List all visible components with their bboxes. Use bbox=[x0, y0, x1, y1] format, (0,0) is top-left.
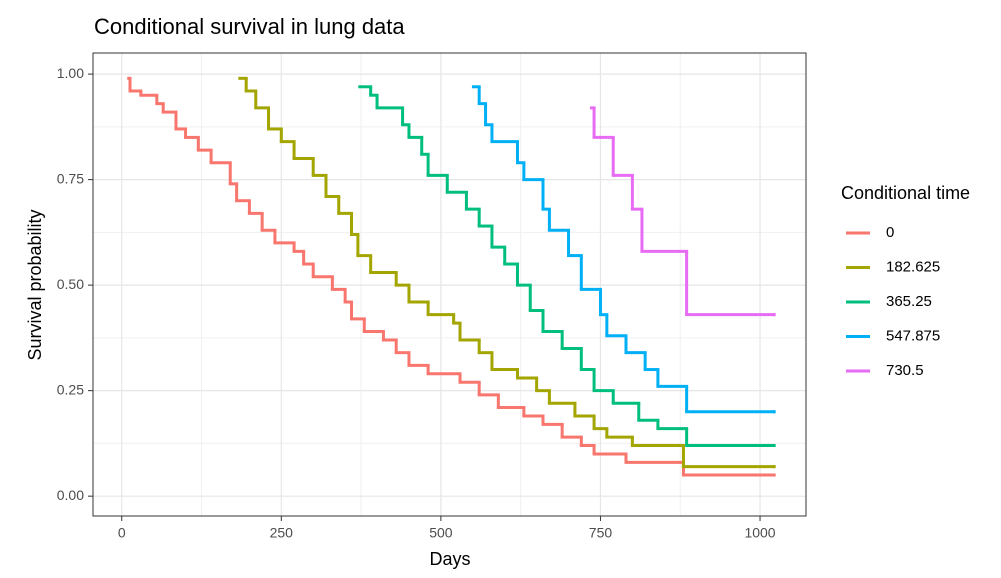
legend-label: 0 bbox=[886, 224, 894, 241]
y-axis-label: Survival probability bbox=[25, 209, 45, 360]
panel-border bbox=[92, 52, 807, 517]
legend-title: Conditional time bbox=[841, 183, 970, 203]
legend-label: 547.875 bbox=[886, 327, 940, 344]
legend-label: 730.5 bbox=[886, 362, 924, 379]
x-axis-label: Days bbox=[429, 549, 470, 569]
y-tick-label: 0.25 bbox=[57, 381, 84, 397]
legend-label: 365.25 bbox=[886, 293, 932, 310]
y-tick-label: 0.75 bbox=[57, 170, 84, 186]
y-tick-label: 0.00 bbox=[57, 487, 84, 503]
x-tick-label: 750 bbox=[589, 525, 613, 541]
x-tick-label: 0 bbox=[118, 525, 126, 541]
x-tick-label: 1000 bbox=[744, 525, 775, 541]
legend-label: 182.625 bbox=[886, 258, 940, 275]
chart-title: Conditional survival in lung data bbox=[94, 14, 405, 39]
y-tick-label: 0.50 bbox=[57, 276, 84, 292]
x-tick-label: 250 bbox=[270, 525, 294, 541]
x-tick-label: 500 bbox=[429, 525, 453, 541]
y-tick-label: 1.00 bbox=[57, 65, 84, 81]
